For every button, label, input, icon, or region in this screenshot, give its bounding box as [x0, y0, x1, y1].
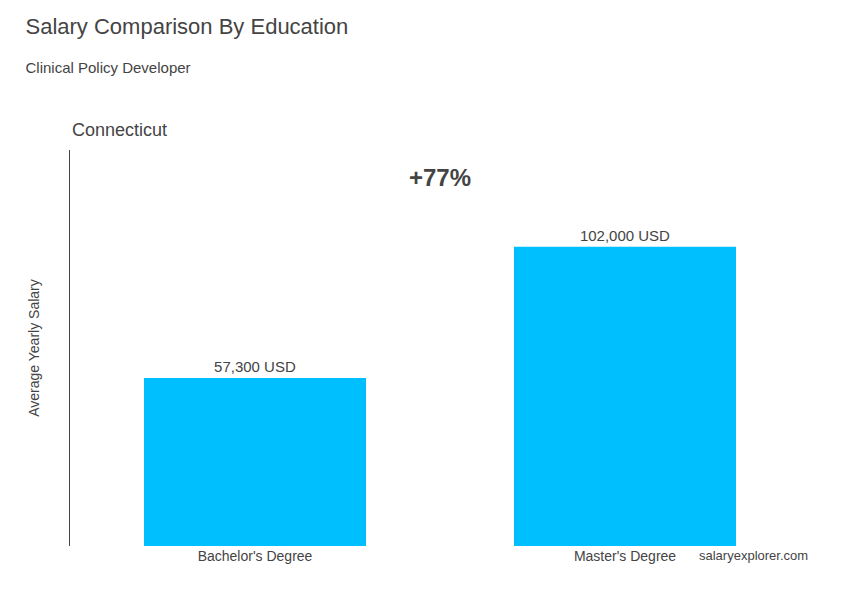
svg-text:Connecticut: Connecticut — [72, 120, 167, 140]
svg-text:salaryexplorer.com: salaryexplorer.com — [699, 548, 808, 563]
svg-text:Master's Degree: Master's Degree — [574, 548, 676, 564]
svg-text:+77%: +77% — [409, 164, 471, 191]
svg-text:Bachelor's Degree: Bachelor's Degree — [198, 548, 313, 564]
svg-text:Clinical Policy Developer: Clinical Policy Developer — [26, 59, 191, 76]
svg-text:Average Yearly Salary: Average Yearly Salary — [26, 279, 42, 417]
svg-text:57,300 USD: 57,300 USD — [214, 358, 296, 375]
svg-text:Salary Comparison By Education: Salary Comparison By Education — [26, 14, 349, 39]
svg-text:102,000 USD: 102,000 USD — [580, 227, 670, 244]
